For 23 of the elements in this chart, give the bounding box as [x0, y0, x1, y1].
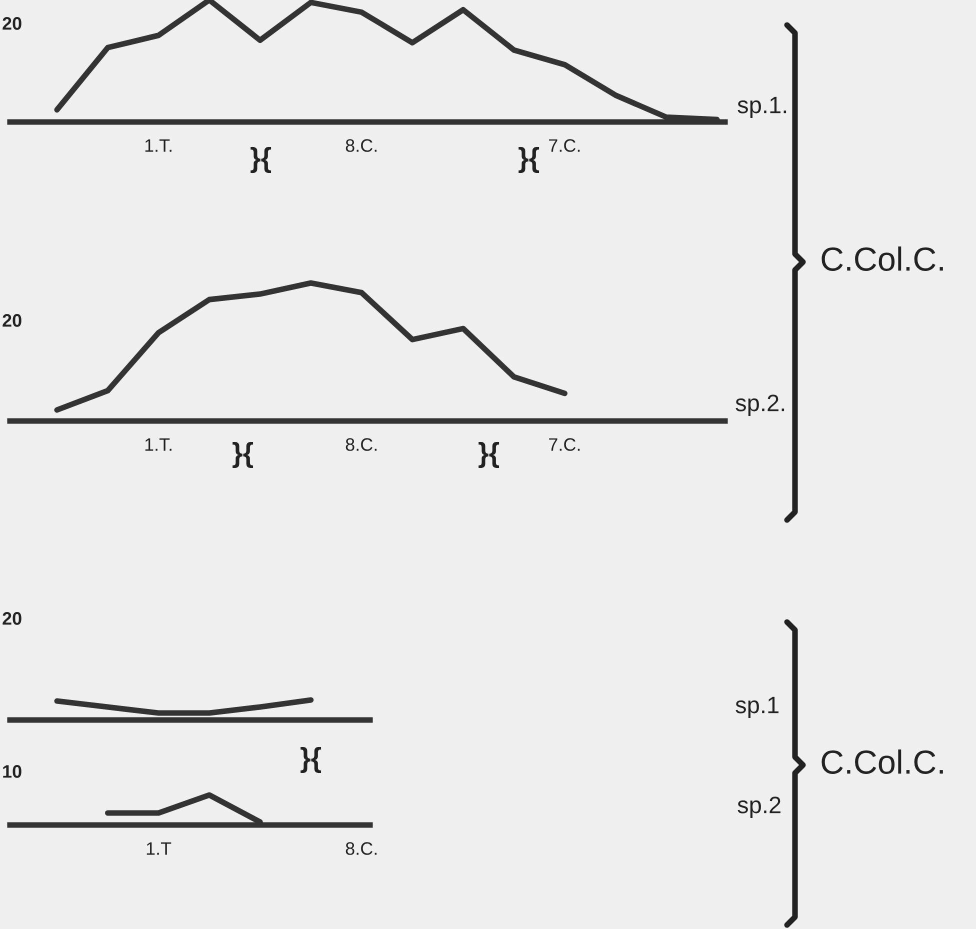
x-tick-label: 8.C. — [346, 842, 377, 855]
x-tick-label: 7.C. — [549, 438, 580, 451]
text: sp.1 — [736, 696, 778, 718]
text: 10 — [3, 765, 22, 778]
x-tick-label: 8.C. — [346, 438, 377, 451]
text: sp.2. — [736, 394, 784, 416]
series-label: sp.1. — [738, 96, 786, 118]
x-tick-label: 8.C. — [346, 139, 377, 152]
text: }{ — [250, 147, 272, 173]
annotation: 20 — [2, 314, 22, 327]
text: }{ — [300, 747, 322, 773]
x-tick-label: 7.C. — [549, 139, 580, 152]
text: sp.2 — [738, 796, 780, 818]
text: C.Col.C. — [822, 246, 943, 271]
text: }{ — [478, 442, 500, 468]
annotation: 20 — [2, 17, 22, 30]
x-tick-label: 1.T. — [145, 139, 172, 152]
text: C.Col.C. — [822, 749, 943, 774]
x-tick-label: 1.T — [146, 842, 172, 855]
x-tick-label: 1.T. — [145, 438, 172, 451]
text: }{ — [232, 442, 254, 468]
text: }{ — [518, 147, 540, 173]
text: 20 — [2, 612, 22, 625]
